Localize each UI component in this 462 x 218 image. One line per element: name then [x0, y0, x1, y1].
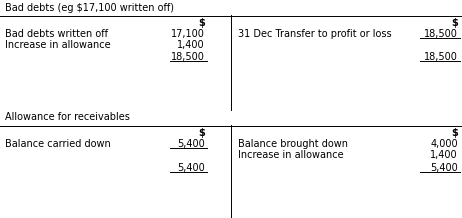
Text: 5,400: 5,400: [177, 163, 205, 173]
Text: 1,400: 1,400: [177, 40, 205, 50]
Text: 31 Dec Transfer to profit or loss: 31 Dec Transfer to profit or loss: [238, 29, 392, 39]
Text: 18,500: 18,500: [424, 29, 458, 39]
Text: $: $: [451, 128, 458, 138]
Text: $: $: [198, 18, 205, 28]
Text: Allowance for receivables: Allowance for receivables: [5, 112, 130, 122]
Text: 18,500: 18,500: [424, 52, 458, 62]
Text: 17,100: 17,100: [171, 29, 205, 39]
Text: $: $: [451, 18, 458, 28]
Text: 5,400: 5,400: [430, 163, 458, 173]
Text: Bad debts (eg $17,100 written off): Bad debts (eg $17,100 written off): [5, 3, 174, 13]
Text: 18,500: 18,500: [171, 52, 205, 62]
Text: Increase in allowance: Increase in allowance: [5, 40, 110, 50]
Text: 5,400: 5,400: [177, 139, 205, 149]
Text: Bad debts written off: Bad debts written off: [5, 29, 108, 39]
Text: $: $: [198, 128, 205, 138]
Text: 4,000: 4,000: [431, 139, 458, 149]
Text: 1,400: 1,400: [431, 150, 458, 160]
Text: Balance carried down: Balance carried down: [5, 139, 111, 149]
Text: Balance brought down: Balance brought down: [238, 139, 348, 149]
Text: Increase in allowance: Increase in allowance: [238, 150, 344, 160]
